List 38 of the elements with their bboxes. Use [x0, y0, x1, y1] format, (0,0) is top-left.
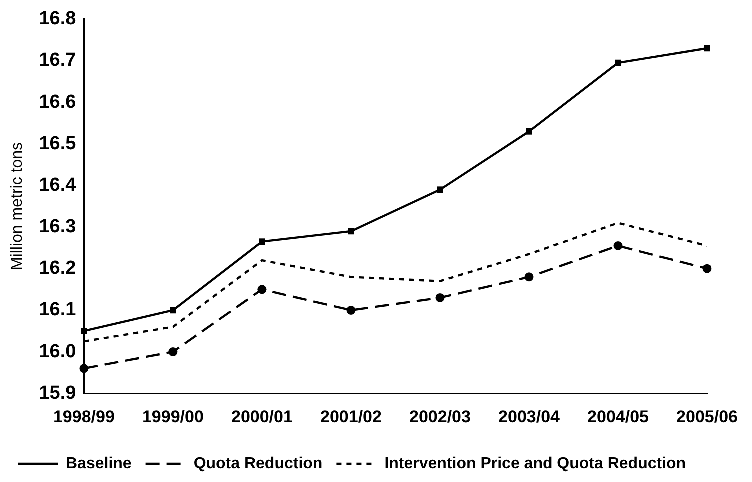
y-tick-label: 16.7 — [39, 50, 76, 72]
x-tick-label: 2000/01 — [231, 407, 293, 426]
point — [168, 348, 178, 357]
x-tick-label: 2001/02 — [320, 407, 382, 426]
point — [80, 364, 89, 374]
point — [615, 60, 622, 66]
point — [702, 264, 712, 274]
legend-label: Quota Reduction — [194, 455, 323, 472]
y-tick-label: 16.4 — [39, 174, 77, 196]
point — [437, 186, 444, 194]
point — [614, 242, 623, 250]
point — [436, 293, 445, 302]
x-tick-label: 1998/99 — [53, 407, 115, 426]
point — [170, 307, 176, 314]
y-tick-label: 16.5 — [39, 133, 77, 154]
x-tick-label: 2004/05 — [588, 407, 649, 426]
point — [81, 328, 88, 334]
point — [524, 272, 534, 282]
y-tick-label: 16.2 — [39, 258, 76, 280]
point — [348, 228, 354, 235]
point — [259, 238, 266, 246]
y-tick-label: 15.9 — [39, 382, 76, 404]
x-tick-label: 2003/04 — [498, 407, 561, 426]
y-tick-label: 16.3 — [39, 216, 76, 238]
y-tick-label: 16.6 — [39, 92, 76, 113]
x-tick-label: 2002/03 — [410, 407, 471, 426]
point — [258, 285, 267, 294]
y-axis-title: Million metric tons — [9, 142, 26, 271]
legend-label: Intervention Price and Quota Reduction — [384, 455, 686, 472]
x-tick-label: 2005/06 — [676, 407, 738, 426]
x-tick-label: 1999/00 — [142, 407, 204, 426]
y-tick-label: 16.0 — [39, 341, 76, 362]
point — [704, 45, 710, 52]
legend-label: Baseline — [66, 455, 132, 472]
y-tick-label: 16.8 — [39, 8, 76, 30]
point — [526, 128, 532, 135]
y-tick-label: 16.1 — [39, 300, 77, 321]
point — [346, 306, 356, 315]
